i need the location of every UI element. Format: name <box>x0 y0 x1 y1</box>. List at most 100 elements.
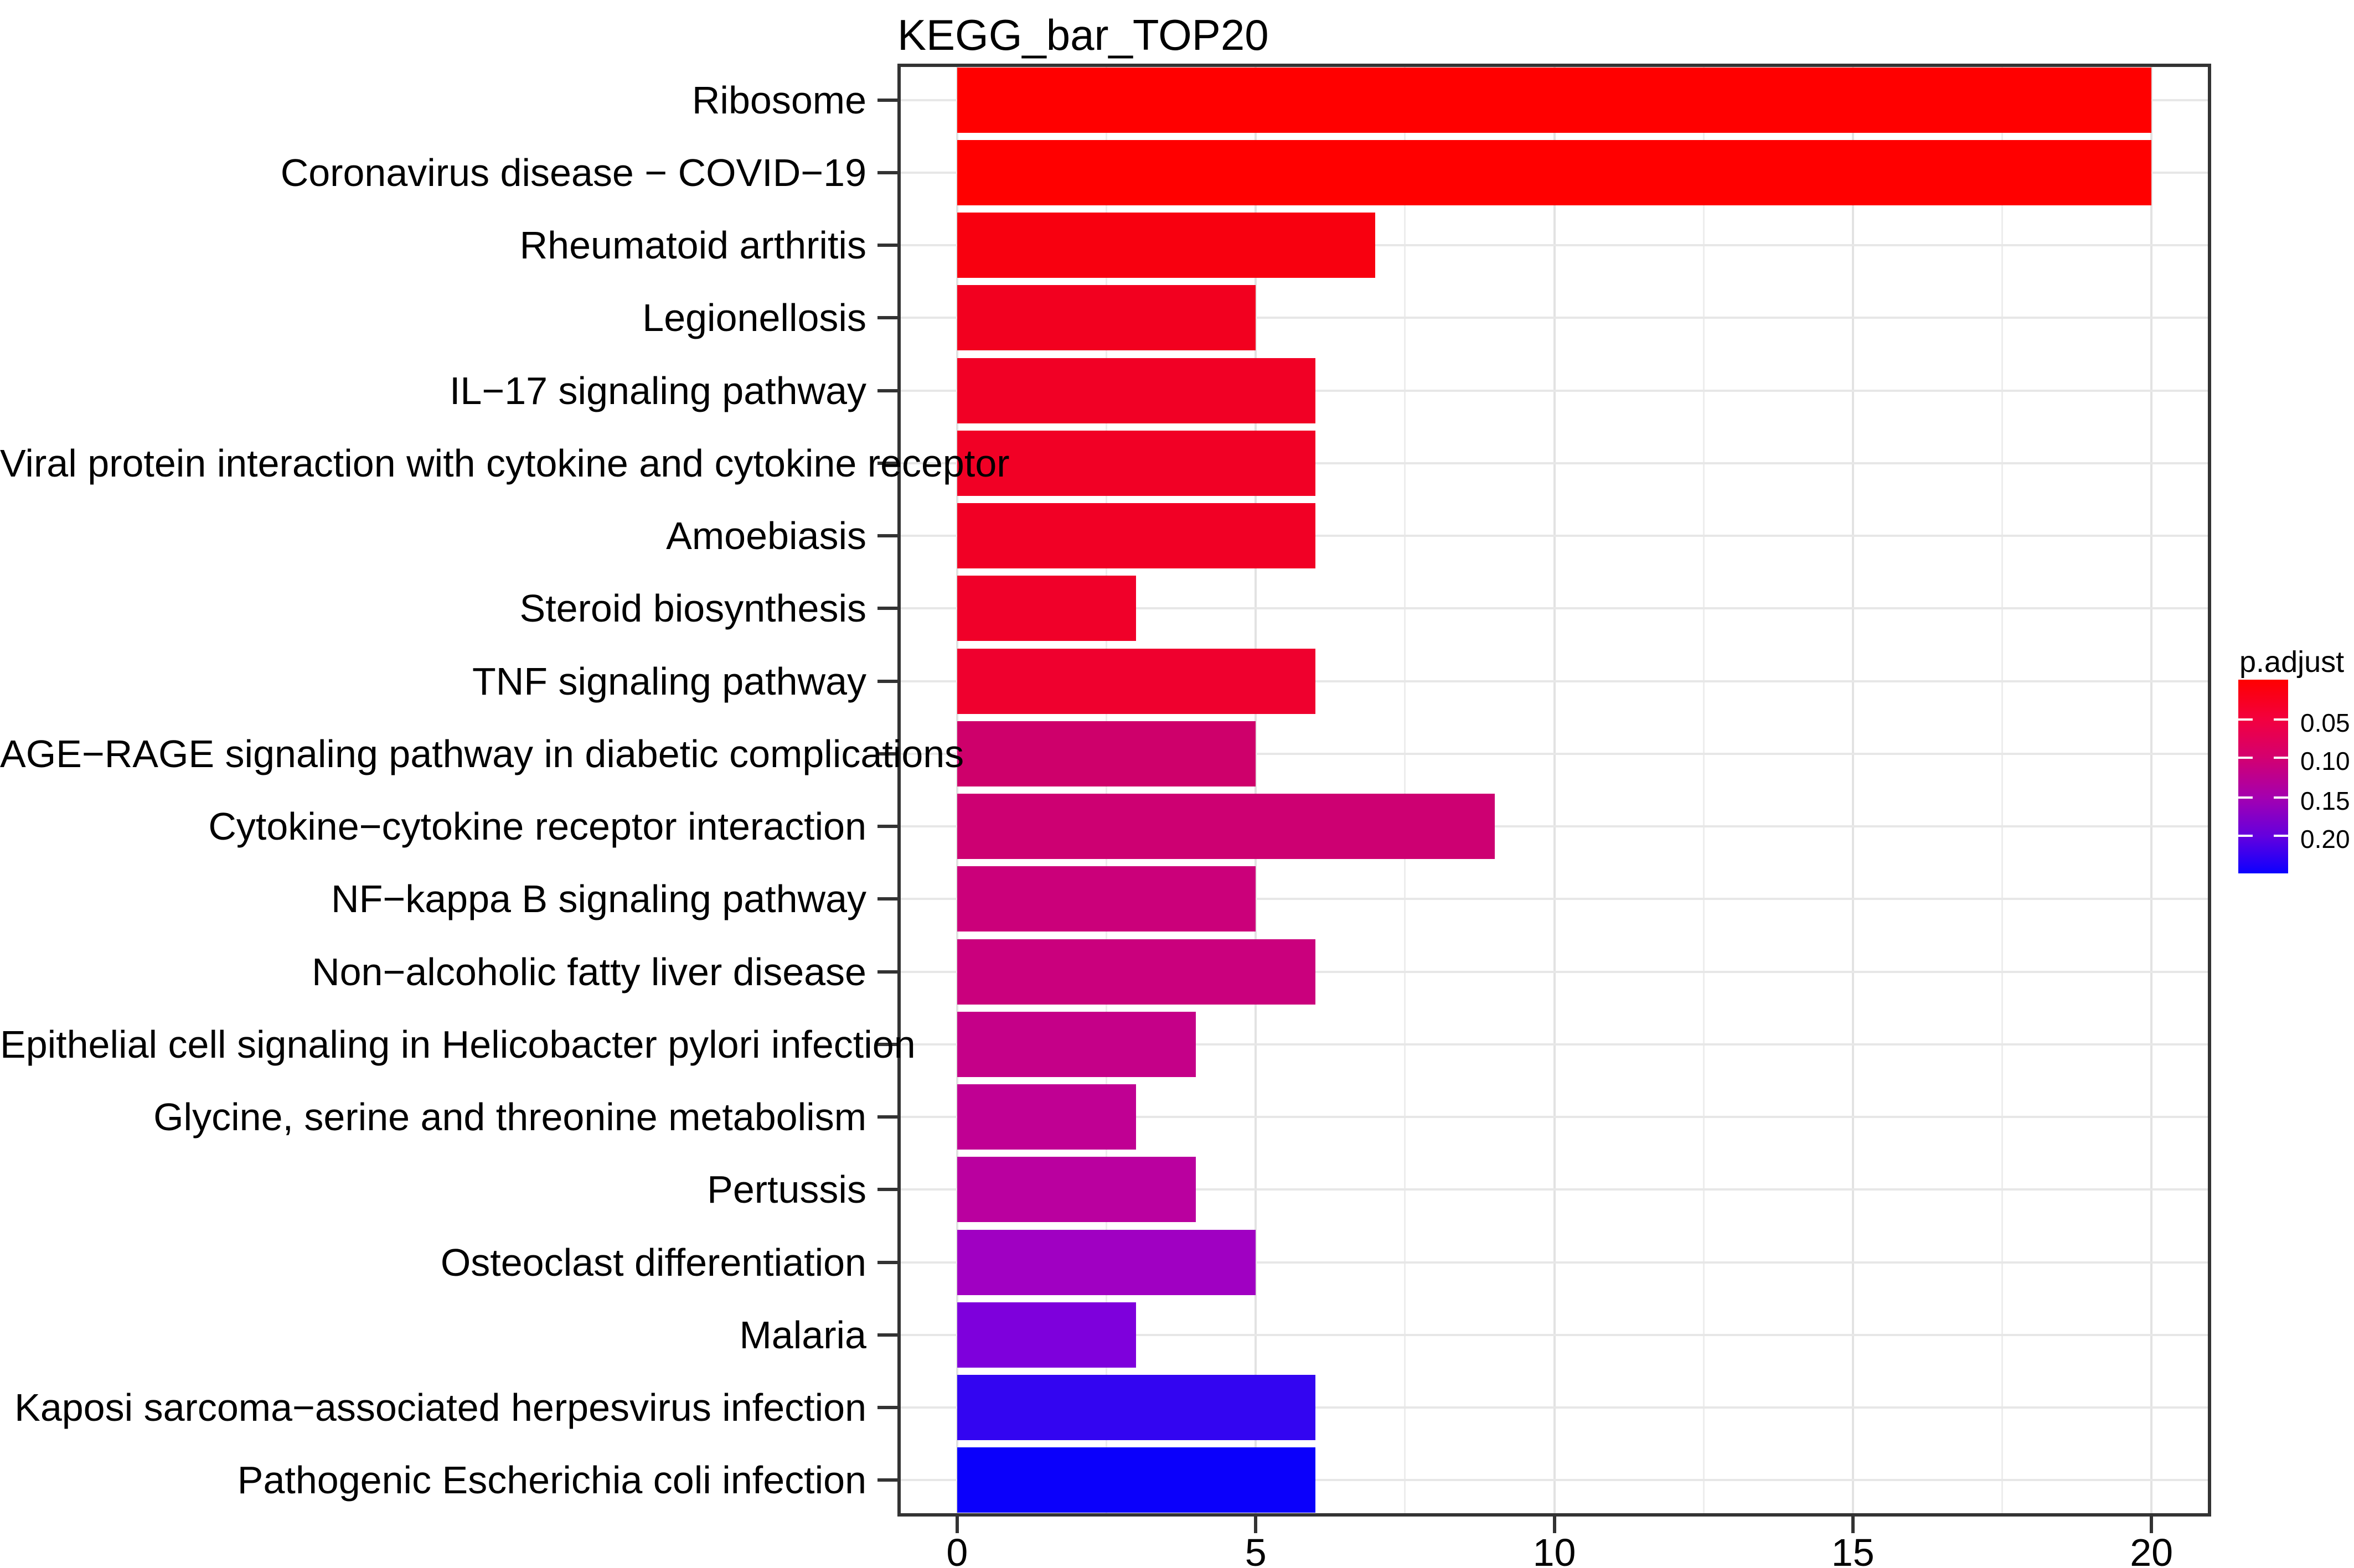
y-axis-label: Epithelial cell signaling in Helicobacte… <box>0 1022 916 1066</box>
bar <box>957 67 2152 133</box>
bar <box>957 1447 1316 1513</box>
x-axis-tick <box>1851 1517 1855 1533</box>
y-axis-label: Kaposi sarcoma−associated herpesvirus in… <box>14 1386 866 1430</box>
category-gridline <box>897 462 2211 464</box>
minor-gridline <box>1106 64 1108 1517</box>
y-axis-label: IL−17 signaling pathway <box>449 369 866 412</box>
y-axis-label: Cytokine−cytokine receptor interaction <box>208 805 866 848</box>
category-gridline <box>897 1261 2211 1264</box>
legend-tick-label: 0.15 <box>2300 786 2350 816</box>
legend-tick-mark <box>2238 756 2253 759</box>
major-gridline <box>1553 64 1556 1517</box>
y-axis-tick <box>877 244 897 247</box>
bar <box>957 358 1316 423</box>
y-axis-label: Pertussis <box>707 1168 866 1212</box>
y-axis-tick <box>877 170 897 174</box>
x-axis-tick-label: 0 <box>946 1531 968 1568</box>
category-gridline <box>897 1043 2211 1046</box>
category-gridline <box>897 970 2211 973</box>
bar <box>957 503 1316 569</box>
bar <box>957 1011 1196 1077</box>
bar <box>957 213 1375 278</box>
legend-tick-mark <box>2238 796 2253 799</box>
bar <box>957 648 1316 714</box>
legend-title: p.adjust <box>2239 645 2345 679</box>
y-axis-tick <box>877 897 897 901</box>
x-axis-tick-label: 15 <box>1831 1531 1875 1568</box>
bar <box>957 430 1316 496</box>
y-axis-label: NF−kappa B signaling pathway <box>331 877 866 921</box>
y-axis-label: Ribosome <box>691 78 866 122</box>
category-gridline <box>897 898 2211 901</box>
legend-tick-label: 0.20 <box>2300 825 2350 854</box>
x-axis-tick-label: 5 <box>1245 1531 1267 1568</box>
x-axis-tick-label: 20 <box>2130 1531 2174 1568</box>
major-gridline <box>1255 64 1257 1517</box>
y-axis-label: Glycine, serine and threonine metabolism <box>153 1095 866 1139</box>
y-axis-label: Legionellosis <box>642 296 866 340</box>
y-axis-tick <box>877 1260 897 1264</box>
legend-tick-mark <box>2238 718 2253 721</box>
y-axis-tick <box>877 679 897 683</box>
y-axis-label: Malaria <box>739 1313 866 1357</box>
y-axis-tick <box>877 461 897 465</box>
chart-title: KEGG_bar_TOP20 <box>897 11 1269 59</box>
bar <box>957 866 1256 932</box>
bar <box>957 1157 1196 1223</box>
y-axis-tick <box>877 98 897 102</box>
y-axis-tick <box>877 316 897 320</box>
bar <box>957 1229 1256 1295</box>
y-axis-tick <box>877 1042 897 1046</box>
minor-gridline <box>1702 64 1705 1517</box>
y-axis-tick <box>877 607 897 610</box>
category-gridline <box>897 1333 2211 1336</box>
major-gridline <box>1851 64 1854 1517</box>
legend-tick-label: 0.05 <box>2300 708 2350 738</box>
legend-tick-mark <box>2274 835 2288 837</box>
x-axis-tick <box>1254 1517 1258 1533</box>
minor-gridline <box>2001 64 2003 1517</box>
legend-colorbar <box>2238 680 2288 873</box>
category-gridline <box>897 825 2211 828</box>
y-axis-label: Osteoclast differentiation <box>440 1240 866 1284</box>
legend-tick-mark <box>2238 835 2253 837</box>
x-axis-tick <box>1552 1517 1556 1533</box>
major-gridline <box>2150 64 2153 1517</box>
bar <box>957 939 1316 1005</box>
major-gridline <box>956 64 958 1517</box>
y-axis-tick <box>877 1406 897 1410</box>
y-axis-label: TNF signaling pathway <box>472 659 866 703</box>
bar <box>957 721 1256 786</box>
legend-tick-mark <box>2274 718 2288 721</box>
y-axis-label: Steroid biosynthesis <box>519 587 866 630</box>
y-axis-tick <box>877 534 897 538</box>
y-axis-label: Non−alcoholic fatty liver disease <box>312 950 866 993</box>
y-axis-tick <box>877 1188 897 1192</box>
legend-tick-label: 0.10 <box>2300 746 2350 775</box>
y-axis-label: Viral protein interaction with cytokine … <box>0 441 1010 485</box>
category-gridline <box>897 1188 2211 1191</box>
y-axis-tick <box>877 970 897 974</box>
x-axis-tick <box>2150 1517 2154 1533</box>
category-gridline <box>897 1116 2211 1119</box>
y-axis-label: Coronavirus disease − COVID−19 <box>280 151 866 194</box>
category-gridline <box>897 680 2211 682</box>
y-axis-tick <box>877 752 897 755</box>
y-axis-tick <box>877 1333 897 1337</box>
bar <box>957 576 1137 641</box>
category-gridline <box>897 244 2211 247</box>
y-axis-tick <box>877 1115 897 1119</box>
legend-tick-mark <box>2274 756 2288 759</box>
y-axis-tick <box>877 825 897 829</box>
bar <box>957 794 1495 860</box>
category-gridline <box>897 535 2211 537</box>
bar <box>957 1302 1137 1368</box>
x-axis-tick-label: 10 <box>1532 1531 1576 1568</box>
category-gridline <box>897 752 2211 755</box>
bar <box>957 1084 1137 1150</box>
